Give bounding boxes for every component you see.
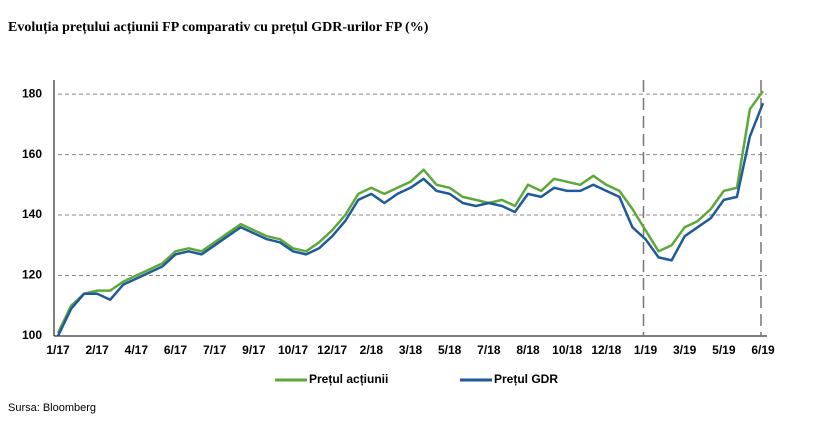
y-tick-label: 120 — [22, 268, 42, 282]
x-tick-label: 9/17 — [242, 343, 266, 357]
y-tick-label: 180 — [22, 86, 42, 100]
x-tick-label: 4/17 — [125, 343, 149, 357]
x-tick-label: 1/17 — [46, 343, 70, 357]
series-line — [56, 90, 765, 334]
source: Sursa: Bloomberg — [8, 402, 96, 414]
x-tick-label: 6/17 — [164, 343, 188, 357]
x-tick-label: 5/18 — [438, 343, 462, 357]
series-line — [56, 102, 765, 337]
y-tick-label: 140 — [22, 207, 42, 221]
x-tick-label: 5/19 — [712, 343, 736, 357]
chart-title: Evoluția prețului acțiunii FP comparativ… — [8, 20, 429, 35]
x-tick-label: 3/18 — [399, 343, 423, 357]
x-tick-label: 2/18 — [360, 343, 384, 357]
x-tick-label: 6/19 — [751, 343, 775, 357]
x-tick-label: 3/19 — [673, 343, 697, 357]
x-tick-label: 12/18 — [591, 343, 621, 357]
y-tick-label: 100 — [22, 328, 42, 342]
x-tick-label: 8/18 — [516, 343, 540, 357]
x-tick-label: 10/18 — [552, 343, 582, 357]
x-tick-label: 7/18 — [477, 343, 501, 357]
x-tick-label: 12/17 — [317, 343, 347, 357]
x-tick-label: 7/17 — [203, 343, 227, 357]
x-tick-label: 2/17 — [85, 343, 109, 357]
x-tick-label: 10/17 — [278, 343, 308, 357]
legend-label: Prețul GDR — [494, 372, 558, 386]
x-tick-label: 1/19 — [634, 343, 658, 357]
y-tick-label: 160 — [22, 147, 42, 161]
legend-label: Prețul acțiunii — [309, 372, 388, 386]
